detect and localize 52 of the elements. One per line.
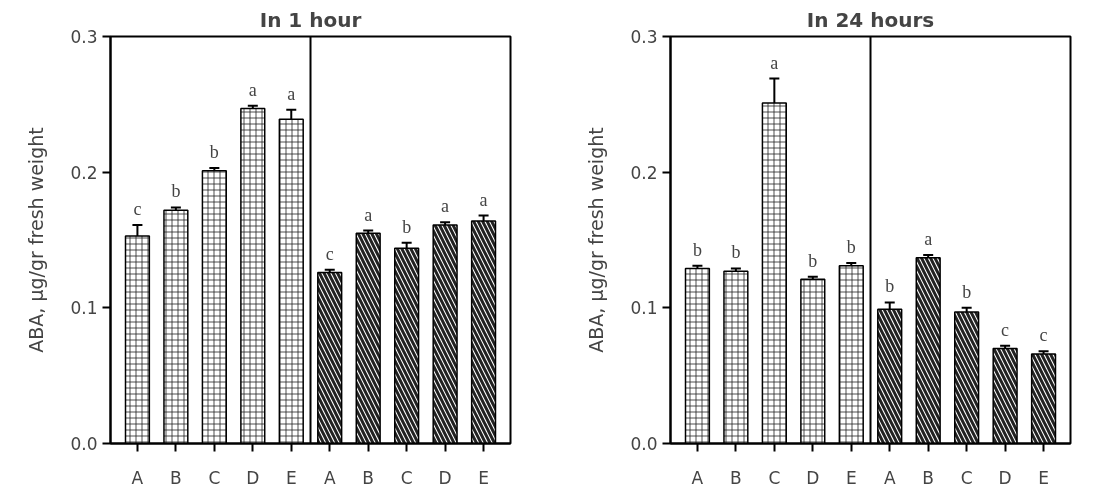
data-label: b	[846, 237, 856, 258]
data-label: b	[808, 250, 818, 271]
x-tick-label: C	[208, 467, 221, 488]
x-tick-label: D	[438, 467, 452, 488]
x-tick-label: B	[362, 467, 375, 488]
x-tick-label: E	[478, 467, 489, 488]
x-tick-label: A	[691, 467, 704, 488]
x-tick-label: A	[323, 467, 336, 488]
y-tick-label: 0.0	[630, 434, 658, 454]
data-label: a	[287, 83, 296, 104]
data-label: a	[441, 196, 450, 217]
y-tick-label: 0.2	[70, 162, 98, 183]
x-tick-label: A	[131, 467, 144, 488]
data-label: b	[171, 181, 181, 202]
x-tick-label: B	[170, 467, 182, 488]
x-tick-label: B	[922, 467, 935, 488]
data-label: b	[731, 242, 741, 263]
y-axis-title: ABA, µg/gr fresh weight	[25, 127, 48, 353]
data-label: b	[402, 216, 412, 237]
y-tick-label: 0.3	[630, 27, 658, 47]
data-label: b	[692, 239, 702, 260]
data-label: a	[364, 204, 373, 225]
data-label: a	[479, 189, 488, 210]
data-label: b	[209, 142, 219, 163]
data-label: a	[924, 228, 933, 249]
data-label: c	[1001, 319, 1010, 340]
chart-title: In 24 hours	[806, 7, 935, 32]
x-tick-label: E	[285, 467, 297, 488]
data-label: c	[1039, 325, 1048, 346]
x-tick-label: B	[730, 467, 742, 488]
x-tick-label: E	[845, 467, 857, 488]
x-tick-label: E	[1038, 467, 1049, 488]
chart-title: In 1 hour	[259, 7, 362, 32]
x-tick-label: C	[400, 467, 413, 488]
data-label: c	[325, 243, 334, 264]
y-tick-label: 0.1	[630, 298, 658, 319]
data-label: c	[133, 199, 142, 220]
data-label: a	[770, 52, 779, 73]
x-tick-label: A	[883, 467, 896, 488]
data-label: a	[248, 79, 257, 100]
x-tick-label: D	[246, 467, 260, 488]
y-tick-label: 0.2	[630, 162, 658, 183]
y-axis-title: ABA, µg/gr fresh weight	[585, 127, 608, 353]
x-tick-label: D	[806, 467, 820, 488]
y-tick-label: 0.3	[70, 27, 98, 47]
y-tick-label: 0.1	[70, 298, 98, 319]
data-label: b	[885, 276, 895, 297]
x-tick-label: D	[998, 467, 1012, 488]
data-label: b	[962, 281, 972, 302]
x-tick-label: C	[768, 467, 781, 488]
x-tick-label: C	[960, 467, 973, 488]
y-tick-label: 0.0	[70, 434, 98, 454]
